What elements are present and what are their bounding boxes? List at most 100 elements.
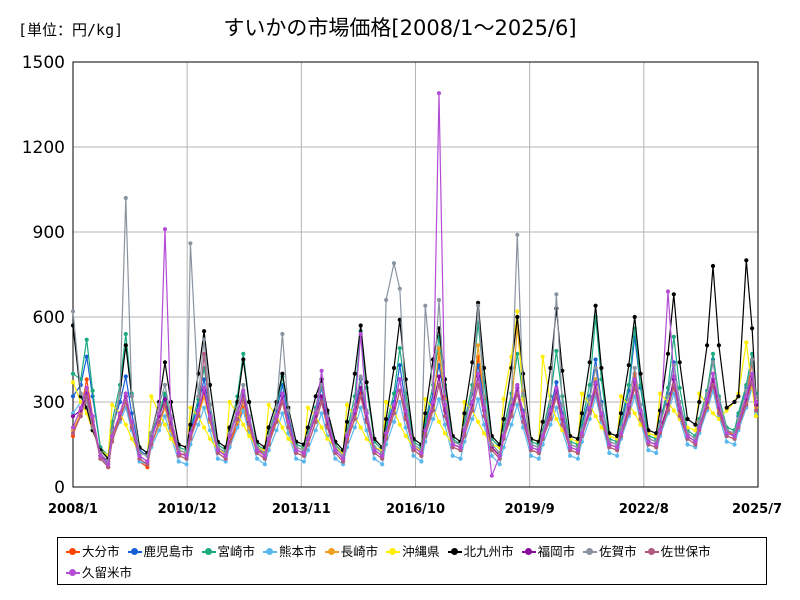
data-point [501, 433, 506, 439]
data-point [313, 394, 318, 399]
legend-item: 大分市 [66, 542, 120, 562]
data-point [266, 425, 271, 430]
data-point [157, 428, 162, 433]
data-point [241, 388, 246, 393]
data-point [744, 394, 749, 399]
data-point [129, 394, 134, 399]
data-point [313, 411, 318, 416]
data-point [710, 382, 716, 388]
legend-item: 熊本市 [263, 542, 317, 562]
data-point [149, 436, 154, 441]
series-line [72, 387, 757, 466]
data-point [458, 448, 463, 453]
data-point [391, 402, 397, 407]
data-point [70, 371, 76, 376]
data-point [521, 371, 526, 376]
data-point [615, 453, 620, 458]
legend-label: 長崎市 [340, 544, 379, 559]
data-point [397, 377, 402, 382]
data-point [168, 416, 173, 422]
data-point [241, 382, 246, 388]
data-point [157, 419, 162, 424]
data-point [196, 408, 201, 413]
data-point [705, 397, 710, 402]
data-point [129, 436, 134, 441]
legend: 大分市 鹿児島市 宮崎市 熊本市 長崎市 沖縄県 北九州市 福岡市 佐賀市 佐世保市 久留米市 [57, 537, 767, 585]
data-point [352, 371, 357, 376]
legend-label: 沖縄県 [402, 544, 440, 559]
data-point [215, 448, 220, 453]
legend-label: 宮崎市 [217, 544, 256, 559]
data-point [227, 399, 232, 405]
data-point [528, 445, 534, 450]
legend-label: 大分市 [82, 544, 120, 559]
series-line [72, 197, 757, 463]
data-point [254, 456, 260, 461]
data-point [442, 431, 447, 436]
legend-label: 福岡市 [537, 544, 576, 559]
data-point [301, 459, 306, 464]
data-point [515, 402, 520, 407]
data-point [358, 331, 363, 337]
data-point [202, 385, 207, 390]
data-point [568, 453, 573, 458]
legend-swatch [201, 547, 216, 557]
data-point [654, 431, 659, 436]
data-point [685, 416, 690, 422]
data-point [247, 433, 252, 439]
data-point [188, 422, 193, 427]
series-3 [70, 385, 759, 467]
data-point [671, 374, 676, 379]
gridlines [73, 61, 758, 487]
data-point [548, 399, 553, 405]
data-point [732, 442, 737, 447]
data-point [548, 408, 553, 413]
data-point [736, 422, 741, 427]
data-point [319, 399, 324, 405]
data-point [162, 360, 168, 365]
data-point [626, 411, 631, 416]
data-point [481, 365, 487, 371]
data-point [579, 411, 585, 416]
data-point [358, 405, 363, 410]
data-point [280, 371, 285, 376]
data-point [658, 391, 663, 396]
series-lines [70, 91, 759, 478]
data-point [528, 453, 534, 458]
y-tick-label: 600 [33, 308, 65, 328]
data-point [705, 343, 710, 348]
data-point [521, 419, 526, 424]
data-point [384, 399, 389, 405]
data-point [391, 365, 397, 371]
data-point [697, 399, 702, 405]
data-point [162, 382, 168, 388]
data-point [476, 303, 481, 308]
data-point [176, 459, 181, 464]
data-point [575, 456, 581, 461]
data-point [528, 448, 534, 453]
data-point [207, 414, 213, 419]
data-point [397, 388, 402, 393]
data-point [235, 411, 240, 416]
data-point [744, 258, 749, 263]
data-point [509, 422, 514, 427]
data-point [646, 448, 651, 453]
data-point [207, 428, 213, 433]
data-point [593, 414, 598, 419]
data-point [744, 402, 749, 407]
series-line [72, 353, 757, 469]
data-point [364, 436, 369, 441]
legend-swatch [66, 547, 80, 557]
data-point [162, 422, 168, 427]
data-point [476, 363, 481, 368]
data-point [423, 411, 428, 416]
data-point [671, 292, 676, 297]
data-point [560, 402, 565, 407]
data-point [458, 456, 463, 461]
legend-label: 熊本市 [279, 544, 317, 559]
legend-swatch [324, 547, 339, 557]
data-point [319, 368, 324, 373]
data-point [266, 402, 271, 407]
data-point [202, 351, 207, 356]
